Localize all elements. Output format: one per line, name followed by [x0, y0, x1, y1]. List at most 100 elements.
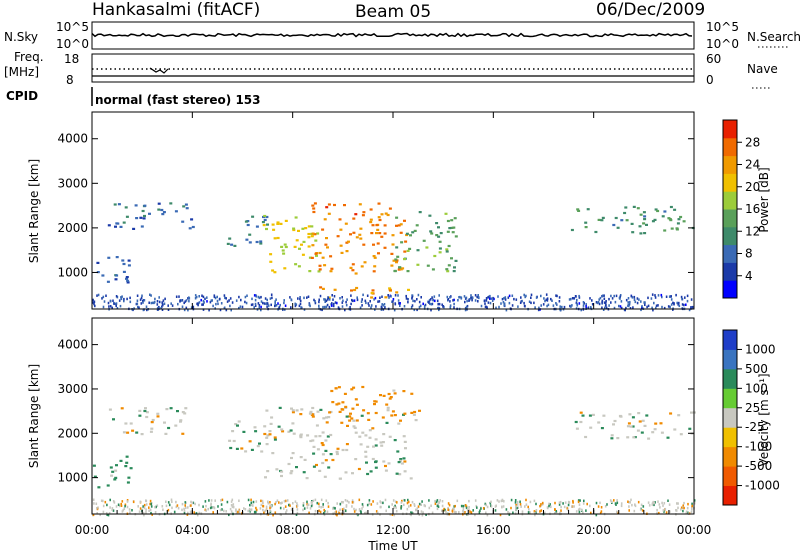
velocity-noise-cell	[221, 508, 223, 511]
velocity-noise-cell	[478, 511, 481, 514]
velocity-echo-cell	[337, 402, 341, 405]
velocity-noise-cell	[173, 510, 176, 514]
velocity-echo-cell	[127, 476, 131, 479]
power-echo-cell	[354, 213, 358, 216]
velocity-echo-cell	[589, 426, 593, 429]
velocity-echo-cell	[397, 461, 401, 464]
velocity-noise-cell	[344, 499, 347, 502]
velocity-noise-cell	[402, 498, 405, 502]
velocity-echo-cell	[312, 465, 316, 468]
power-noise-cell	[197, 303, 199, 307]
velocity-colorbar-swatch	[723, 388, 737, 409]
velocity-echo-cell	[400, 462, 404, 465]
velocity-noise-cell	[447, 502, 450, 505]
power-echo-cell	[157, 202, 161, 205]
velocity-noise-cell	[165, 504, 168, 508]
velocity-echo-cell	[627, 422, 631, 425]
velocity-noise-cell	[485, 503, 487, 507]
power-echo-cell	[323, 264, 327, 267]
velocity-noise-cell	[628, 509, 630, 512]
power-noise-cell	[605, 306, 608, 310]
velocity-echo-cell	[321, 461, 325, 465]
velocity-noise-cell	[274, 511, 277, 514]
velocity-echo-cell	[150, 427, 154, 430]
power-noise-cell	[235, 299, 238, 302]
velocity-noise-cell	[262, 501, 264, 505]
velocity-echo-cell	[312, 452, 316, 455]
velocity-noise-cell	[640, 503, 643, 507]
velocity-noise-cell	[290, 508, 293, 511]
power-echo-cell	[362, 243, 366, 246]
power-noise-cell	[578, 302, 581, 305]
velocity-noise-cell	[137, 505, 139, 508]
power-noise-cell	[278, 305, 281, 309]
velocity-noise-cell	[204, 500, 207, 503]
velocity-noise-cell	[514, 501, 517, 504]
velocity-echo-cell	[315, 424, 319, 427]
velocity-noise-cell	[145, 503, 148, 506]
velocity-echo-cell	[329, 433, 333, 437]
power-noise-cell	[323, 298, 325, 301]
power-noise-cell	[262, 301, 264, 305]
velocity-noise-cell	[235, 509, 237, 512]
velocity-echo-cell	[673, 428, 677, 431]
velocity-echo-cell	[579, 420, 583, 424]
velocity-echo-cell	[343, 392, 347, 395]
power-noise-cell	[429, 302, 431, 306]
velocity-noise-cell	[516, 503, 519, 506]
power-noise-cell	[504, 296, 507, 299]
power-echo-cell	[446, 270, 450, 273]
velocity-echo-cell	[610, 434, 614, 437]
velocity-noise-cell	[572, 501, 574, 504]
velocity-noise-cell	[228, 513, 230, 517]
velocity-echo-cell	[386, 406, 390, 409]
velocity-noise-cell	[379, 513, 381, 516]
power-noise-cell	[683, 303, 685, 307]
velocity-noise-cell	[485, 511, 487, 514]
power-noise-cell	[339, 297, 341, 300]
power-echo-cell	[361, 214, 365, 217]
power-colorbar-tick-label: 20	[745, 180, 760, 194]
velocity-noise-cell	[515, 508, 517, 511]
power-noise-cell	[570, 305, 572, 308]
power-echo-cell	[261, 221, 265, 224]
velocity-echo-cell	[581, 414, 585, 417]
velocity-noise-cell	[528, 508, 530, 511]
power-noise-cell	[299, 299, 302, 303]
power-noise-cell	[403, 305, 406, 308]
power-noise-cell	[299, 297, 301, 301]
power-noise-cell	[411, 295, 414, 299]
power-echo-cell	[594, 230, 598, 234]
velocity-echo-cell	[403, 412, 407, 415]
power-echo-cell	[325, 237, 328, 240]
power-echo-cell	[444, 212, 448, 215]
power-noise-cell	[466, 299, 468, 303]
velocity-noise-cell	[529, 511, 531, 514]
power-noise-cell	[313, 298, 315, 302]
velocity-noise-cell	[452, 507, 454, 511]
power-echo-cell	[372, 270, 376, 273]
velocity-noise-cell	[658, 511, 660, 515]
velocity-noise-cell	[249, 508, 252, 512]
power-noise-cell	[629, 307, 632, 310]
velocity-noise-cell	[341, 508, 344, 511]
velocity-echo-cell	[290, 456, 293, 460]
power-echo-cell	[353, 288, 357, 292]
power-noise-cell	[651, 306, 653, 310]
power-noise-cell	[271, 296, 273, 300]
velocity-noise-cell	[142, 511, 145, 515]
velocity-noise-cell	[582, 502, 585, 505]
velocity-echo-cell	[290, 407, 293, 410]
velocity-noise-cell	[353, 510, 356, 513]
power-echo-cell	[632, 205, 636, 208]
velocity-noise-cell	[177, 507, 180, 510]
power-echo-cell	[642, 222, 646, 225]
power-noise-cell	[179, 299, 181, 302]
power-ytick-label: 4000	[57, 132, 88, 146]
power-noise-cell	[423, 305, 426, 308]
power-echo-cell	[397, 268, 401, 271]
power-echo-cell	[293, 245, 297, 248]
velocity-echo-cell	[337, 386, 341, 389]
velocity-echo-cell	[387, 462, 391, 465]
power-noise-cell	[289, 296, 291, 299]
